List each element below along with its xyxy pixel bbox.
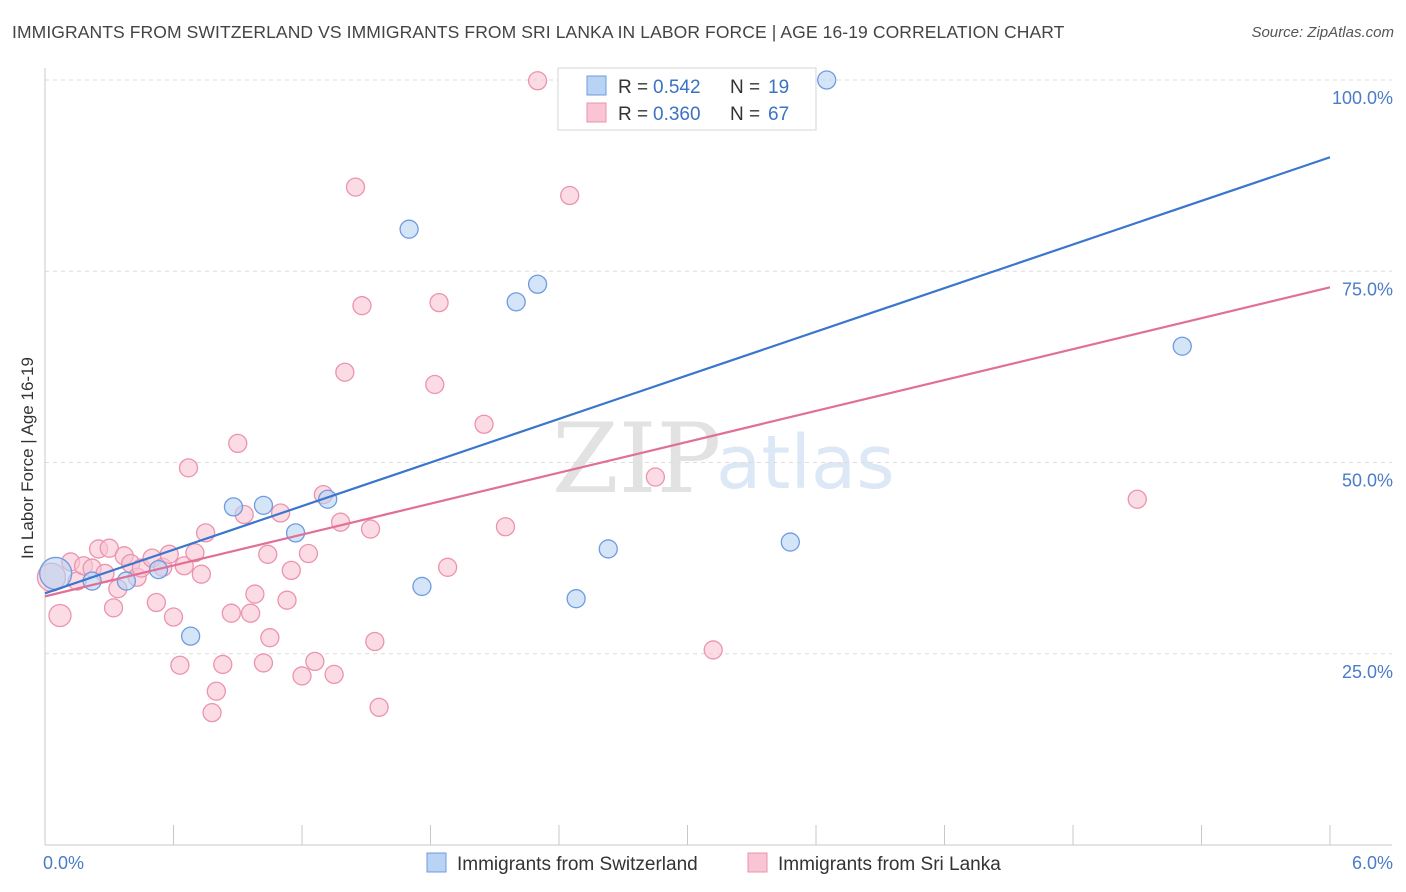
point-srilanka-24 bbox=[191, 564, 211, 584]
x-tick-label-max: 6.0% bbox=[1352, 853, 1393, 873]
point-switzerland-0 bbox=[39, 556, 73, 591]
point-srilanka-35 bbox=[258, 544, 278, 564]
point-srilanka-22 bbox=[178, 458, 199, 478]
point-srilanka-8 bbox=[99, 538, 119, 558]
legend-box: R = 0.542 N = 19 R = 0.360 N = 67 bbox=[557, 67, 817, 131]
legend-n-label-srilanka: N = bbox=[730, 104, 760, 125]
source-label: Source: ZipAtlas.com bbox=[1251, 24, 1394, 41]
point-srilanka-26 bbox=[202, 703, 222, 723]
y-tick-label-100: 100.0% bbox=[1332, 88, 1393, 108]
point-srilanka-55 bbox=[474, 414, 494, 434]
point-srilanka-60 bbox=[703, 640, 723, 660]
point-srilanka-30 bbox=[228, 433, 248, 454]
point-srilanka-27 bbox=[206, 681, 226, 701]
point-switzerland-18 bbox=[1172, 336, 1192, 356]
point-srilanka-42 bbox=[305, 651, 325, 672]
point-srilanka-44 bbox=[324, 664, 344, 685]
legend-n-label-switzerland: N = bbox=[730, 77, 760, 98]
point-switzerland-17 bbox=[817, 70, 837, 90]
bottom-legend-label-srilanka: Immigrants from Sri Lanka bbox=[778, 854, 1001, 875]
legend-swatch-srilanka bbox=[586, 102, 607, 123]
legend-r-label-srilanka: R = bbox=[618, 104, 648, 125]
point-srilanka-20 bbox=[170, 655, 190, 675]
data-points bbox=[36, 70, 1192, 723]
point-srilanka-40 bbox=[292, 666, 312, 686]
point-switzerland-12 bbox=[527, 274, 548, 294]
point-srilanka-53 bbox=[429, 292, 449, 313]
trend-line-switzerland bbox=[44, 156, 1331, 595]
legend-r-label-switzerland: R = bbox=[618, 77, 648, 98]
point-srilanka-28 bbox=[213, 654, 233, 675]
legend-r-value-srilanka: 0.360 bbox=[653, 104, 701, 125]
point-srilanka-56 bbox=[495, 517, 516, 537]
watermark-zip: ZIP bbox=[552, 403, 721, 515]
point-srilanka-9 bbox=[103, 598, 124, 618]
legend-r-value-switzerland: 0.542 bbox=[653, 77, 701, 98]
point-srilanka-51 bbox=[369, 697, 389, 717]
bottom-legend: Immigrants from Switzerland Immigrants f… bbox=[426, 852, 1001, 875]
point-switzerland-9 bbox=[399, 219, 419, 239]
axes: 0.0% 6.0% bbox=[43, 68, 1393, 873]
point-srilanka-45 bbox=[330, 512, 351, 532]
point-srilanka-50 bbox=[365, 631, 385, 652]
point-srilanka-19 bbox=[163, 607, 184, 627]
point-switzerland-7 bbox=[285, 523, 306, 543]
point-srilanka-1 bbox=[48, 603, 72, 628]
point-srilanka-54 bbox=[437, 557, 458, 577]
point-switzerland-5 bbox=[223, 497, 244, 517]
point-srilanka-32 bbox=[240, 603, 261, 623]
point-switzerland-14 bbox=[598, 539, 618, 559]
legend-n-value-srilanka: 67 bbox=[768, 104, 789, 125]
point-srilanka-52 bbox=[425, 374, 445, 395]
point-srilanka-59 bbox=[645, 467, 666, 487]
point-switzerland-6 bbox=[253, 495, 274, 515]
legend-n-value-switzerland: 19 bbox=[768, 77, 789, 98]
point-srilanka-49 bbox=[360, 519, 381, 539]
bottom-legend-swatch-srilanka bbox=[747, 852, 768, 873]
point-srilanka-58 bbox=[560, 185, 580, 206]
point-srilanka-38 bbox=[277, 590, 297, 610]
x-tick-label-min: 0.0% bbox=[43, 853, 84, 873]
point-srilanka-61 bbox=[1127, 489, 1147, 509]
trend-lines bbox=[44, 156, 1331, 598]
point-switzerland-4 bbox=[180, 626, 201, 646]
y-tick-label-75: 75.0% bbox=[1342, 279, 1393, 299]
point-srilanka-48 bbox=[352, 296, 372, 316]
legend-swatch-switzerland bbox=[586, 75, 607, 96]
point-switzerland-16 bbox=[780, 532, 800, 552]
point-srilanka-46 bbox=[335, 362, 355, 382]
point-srilanka-33 bbox=[245, 584, 265, 604]
point-srilanka-29 bbox=[221, 603, 241, 623]
point-switzerland-13 bbox=[566, 589, 586, 609]
point-srilanka-41 bbox=[298, 543, 319, 564]
bottom-legend-swatch-switzerland bbox=[426, 852, 447, 873]
point-srilanka-47 bbox=[345, 177, 366, 197]
chart-title: IMMIGRANTS FROM SWITZERLAND VS IMMIGRANT… bbox=[12, 22, 1065, 42]
y-tick-label-25: 25.0% bbox=[1342, 662, 1393, 682]
point-srilanka-57 bbox=[527, 71, 548, 91]
trend-line-srilanka bbox=[44, 286, 1331, 598]
point-srilanka-36 bbox=[260, 628, 280, 648]
y-axis-title: In Labor Force | Age 16-19 bbox=[18, 357, 37, 559]
point-srilanka-39 bbox=[281, 560, 301, 581]
point-srilanka-34 bbox=[253, 653, 274, 673]
watermark: ZIP atlas bbox=[552, 403, 895, 515]
y-tick-label-50: 50.0% bbox=[1342, 471, 1393, 491]
point-switzerland-10 bbox=[412, 576, 432, 597]
point-srilanka-23 bbox=[185, 543, 205, 563]
bottom-legend-label-switzerland: Immigrants from Switzerland bbox=[457, 854, 698, 875]
point-srilanka-16 bbox=[146, 592, 167, 613]
point-switzerland-11 bbox=[506, 292, 526, 312]
